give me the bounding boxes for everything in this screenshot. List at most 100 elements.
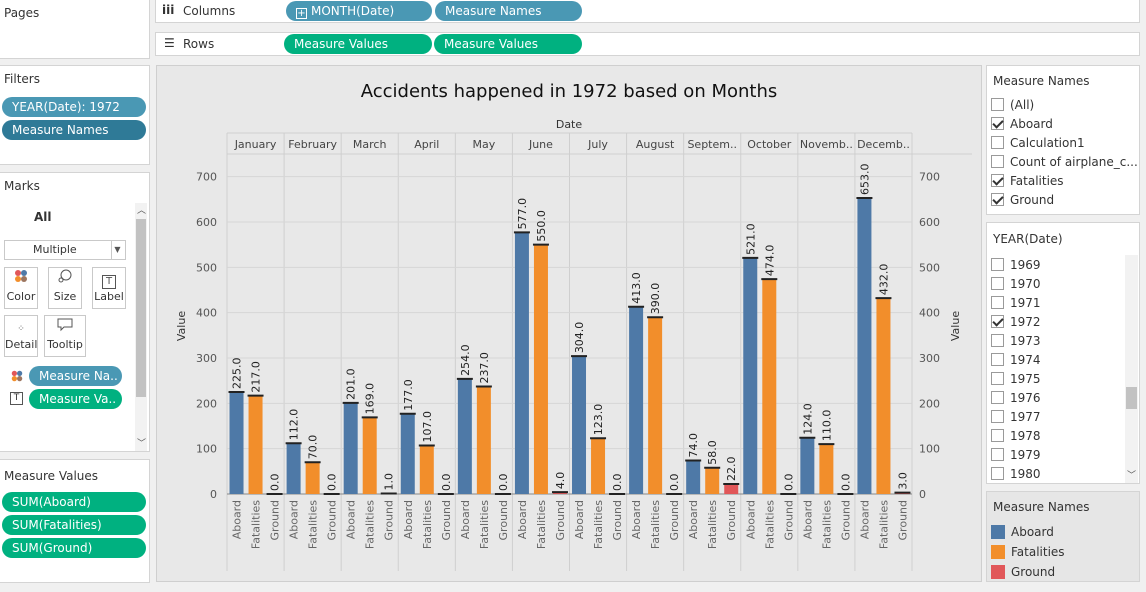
x-tick-label: Aboard xyxy=(231,500,244,539)
year-item-label: 1977 xyxy=(1010,410,1041,424)
measure-names-item[interactable]: (All) xyxy=(991,98,1034,117)
size-button[interactable]: Size xyxy=(48,267,82,309)
measure-names-item[interactable]: Ground xyxy=(991,193,1054,212)
legend-item[interactable]: Aboard xyxy=(991,524,1135,542)
measure-pill-aboard[interactable]: SUM(Aboard) xyxy=(2,492,146,512)
checkbox-checked[interactable] xyxy=(991,174,1004,187)
scrollbar-thumb[interactable] xyxy=(136,219,146,397)
checkbox-unchecked[interactable] xyxy=(991,429,1004,442)
year-filter-card: YEAR(Date) 1969 1970 1971 1972 1973 1974 1975 1… xyxy=(986,222,1140,484)
month-header: July xyxy=(587,138,608,151)
year-item[interactable]: 1978 xyxy=(991,429,1041,448)
year-item[interactable]: 1977 xyxy=(991,410,1041,429)
measure-names-item[interactable]: Calculation1 xyxy=(991,136,1085,155)
checkbox-unchecked[interactable] xyxy=(991,136,1004,149)
checkbox-unchecked[interactable] xyxy=(991,467,1004,480)
marks-scope-all[interactable]: All xyxy=(34,210,52,224)
legend-label: Fatalities xyxy=(1011,545,1065,559)
checkbox-checked[interactable] xyxy=(991,117,1004,130)
x-tick-label: Ground xyxy=(611,500,624,540)
year-item[interactable]: 1973 xyxy=(991,334,1041,353)
y-tick-label: 400 xyxy=(919,307,940,320)
measure-names-item[interactable]: Aboard xyxy=(991,117,1053,136)
year-item[interactable]: 1980 xyxy=(991,467,1041,486)
checkbox-unchecked[interactable] xyxy=(991,258,1004,271)
measure-names-item[interactable]: Fatalities xyxy=(991,174,1064,193)
legend-title: Measure Names xyxy=(993,500,1090,514)
year-item[interactable]: 1971 xyxy=(991,296,1041,315)
filters-title: Filters xyxy=(4,72,40,86)
measure-names-item[interactable]: Count of airplane_c... xyxy=(991,155,1138,174)
year-item-label: 1976 xyxy=(1010,391,1041,405)
data-label: 0.0 xyxy=(326,474,339,492)
columns-pill-measure-names[interactable]: Measure Names xyxy=(435,1,582,21)
checkbox-unchecked[interactable] xyxy=(991,448,1004,461)
month-header: August xyxy=(636,138,675,151)
checkbox-checked[interactable] xyxy=(991,193,1004,206)
marks-scrollbar[interactable]: ︿ ﹀ xyxy=(135,203,147,451)
x-tick-label: Fatalities xyxy=(877,500,890,549)
checkbox-unchecked[interactable] xyxy=(991,98,1004,111)
checkbox-unchecked[interactable] xyxy=(991,334,1004,347)
measure-pill-ground[interactable]: SUM(Ground) xyxy=(2,538,146,558)
data-label: 107.0 xyxy=(421,411,434,443)
y-tick-label: 400 xyxy=(196,307,217,320)
checkbox-unchecked[interactable] xyxy=(991,410,1004,423)
year-item-label: 1969 xyxy=(1010,258,1041,272)
rows-pill-measure-values-1[interactable]: Measure Values xyxy=(284,34,432,54)
checkbox-unchecked[interactable] xyxy=(991,372,1004,385)
month-header: January xyxy=(234,138,277,151)
y-tick-label: 700 xyxy=(196,171,217,184)
month-header: Decemb.. xyxy=(857,138,910,151)
marks-pill-measure-values[interactable]: Measure Va.. xyxy=(29,389,122,409)
x-tick-label: Aboard xyxy=(858,500,871,539)
rows-icon: ☰ xyxy=(164,36,175,50)
year-item[interactable]: 1975 xyxy=(991,372,1041,391)
detail-button-label: Detail xyxy=(5,338,38,351)
mark-type-dropdown[interactable]: Multiple ▼ xyxy=(4,240,126,260)
checkbox-unchecked[interactable] xyxy=(991,277,1004,290)
year-item[interactable]: 1976 xyxy=(991,391,1041,410)
chart-view: Accidents happened in 1972 based on Mont… xyxy=(156,65,982,582)
checkbox-unchecked[interactable] xyxy=(991,391,1004,404)
checkbox-unchecked[interactable] xyxy=(991,353,1004,366)
bar-aboard xyxy=(686,460,701,494)
columns-pill-month[interactable]: + MONTH(Date) xyxy=(286,1,432,21)
scrollbar-thumb[interactable] xyxy=(1126,387,1137,409)
marks-pill-measure-names[interactable]: Measure Na.. xyxy=(29,366,122,386)
detail-button[interactable]: ⁘ Detail xyxy=(4,315,38,357)
color-button[interactable]: Color xyxy=(4,267,38,309)
checkbox-checked[interactable] xyxy=(991,315,1004,328)
legend-item[interactable]: Fatalities xyxy=(991,544,1135,562)
columns-label: Columns xyxy=(183,4,236,18)
year-item[interactable]: 1972 xyxy=(991,315,1041,334)
year-item[interactable]: 1970 xyxy=(991,277,1041,296)
bar-aboard xyxy=(857,197,872,494)
x-tick-label: Ground xyxy=(440,500,453,540)
data-label: 217.0 xyxy=(250,361,263,393)
filter-pill-measure-names[interactable]: Measure Names xyxy=(2,120,146,140)
y-tick-label: 500 xyxy=(919,261,940,274)
year-item[interactable]: 1969 xyxy=(991,258,1041,277)
x-tick-label: Fatalities xyxy=(706,500,719,549)
checkbox-unchecked[interactable] xyxy=(991,296,1004,309)
rows-shelf[interactable]: ☰ Rows Measure Values Measure Values xyxy=(155,32,1140,56)
measure-pill-fatalities[interactable]: SUM(Fatalities) xyxy=(2,515,146,535)
pages-title: Pages xyxy=(4,6,40,20)
label-button[interactable]: T Label xyxy=(92,267,126,309)
rows-pill-measure-values-2[interactable]: Measure Values xyxy=(434,34,582,54)
tooltip-button[interactable]: Tooltip xyxy=(44,315,86,357)
filter-pill-year[interactable]: YEAR(Date): 1972 xyxy=(2,97,146,117)
x-tick-label: Aboard xyxy=(459,500,472,539)
x-tick-label: Aboard xyxy=(516,500,529,539)
year-scrollbar[interactable]: ﹀ xyxy=(1125,255,1138,483)
legend-item[interactable]: Ground xyxy=(991,564,1135,582)
data-label: 0.0 xyxy=(269,474,282,492)
year-item[interactable]: 1974 xyxy=(991,353,1041,372)
year-item-label: 1974 xyxy=(1010,353,1041,367)
year-item[interactable]: 1979 xyxy=(991,448,1041,467)
checkbox-unchecked[interactable] xyxy=(991,155,1004,168)
expand-plus-icon: + xyxy=(296,8,307,19)
month-header: April xyxy=(414,138,439,151)
columns-shelf[interactable]: iii Columns + MONTH(Date) Measure Names xyxy=(155,0,1140,23)
